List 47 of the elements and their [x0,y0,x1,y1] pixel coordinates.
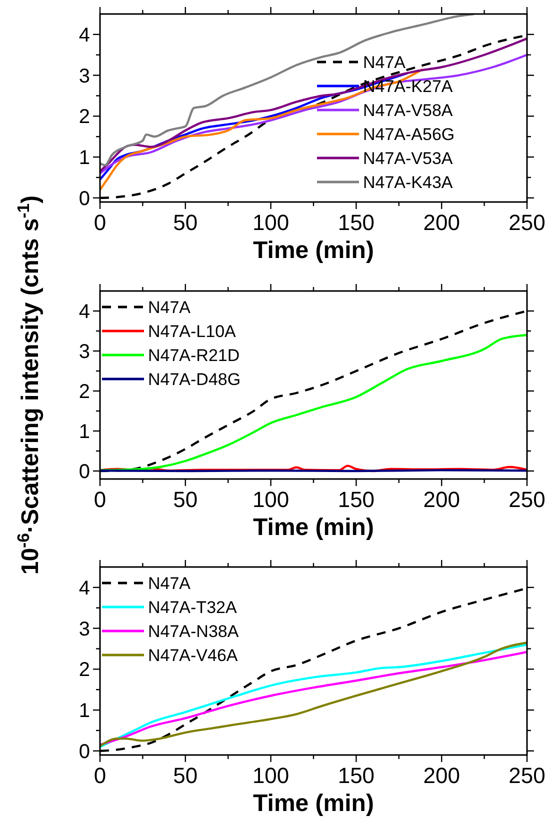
line-series [100,14,476,166]
x-axis-title: Time (min) [253,790,374,817]
x-tick-label: 200 [423,210,460,235]
legend-label: N47A-V53A [363,149,454,168]
legend-label: N47A-N38A [148,622,240,641]
legend-label: N47A-A56G [363,125,455,144]
y-tick-label: 0 [78,461,90,483]
y-tick-label: 2 [78,381,90,403]
legend-label: N47A-T32A [148,598,238,617]
legend-label: N47A-V46A [148,646,238,665]
legend-label: N47A-V58A [363,101,454,120]
y-tick-label: 4 [78,301,90,323]
y-tick-label: 1 [78,147,90,170]
legend-label: N47A [363,53,406,72]
x-tick-label: 200 [423,763,460,788]
x-tick-label: 100 [252,487,290,512]
legend-label: N47A-K43A [363,173,454,192]
x-tick-label: 50 [173,763,198,788]
y-tick-label: 1 [78,421,90,443]
legend-label: N47A-L10A [148,322,237,341]
x-tick-label: 150 [338,487,375,512]
y-tick-label: 4 [78,24,90,46]
legend-label: N47A-R21D [148,346,240,365]
x-tick-label: 200 [423,487,460,512]
y-tick-label: 0 [78,740,90,763]
y-tick-label: 4 [78,577,90,600]
x-tick-label: 250 [508,487,546,512]
y-tick-label: 0 [78,188,90,210]
y-tick-label: 2 [78,659,90,682]
x-tick-label: 50 [173,210,198,235]
legend-label: N47A-D48G [148,370,241,389]
x-tick-label: 100 [252,210,290,235]
x-axis-title: Time (min) [253,514,374,541]
legend-label: N47A [148,574,192,593]
y-tick-label: 3 [78,341,90,363]
y-tick-label: 3 [78,618,90,640]
x-tick-label: 100 [252,763,290,788]
x-tick-label: 150 [338,763,375,788]
y-tick-label: 3 [78,65,90,88]
y-tick-label: 1 [78,700,90,722]
x-axis-title: Time (min) [253,237,374,264]
x-tick-label: 50 [173,487,198,512]
x-tick-label: 250 [508,210,546,235]
x-tick-label: 250 [508,763,546,788]
y-tick-label: 2 [78,106,90,128]
x-tick-label: 150 [338,210,375,235]
legend-label: N47A [148,298,192,317]
